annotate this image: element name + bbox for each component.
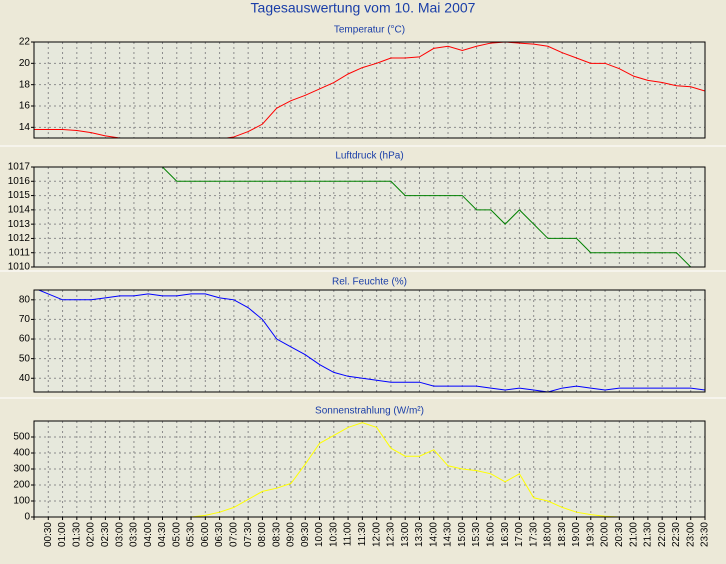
x-tick-label: 00:30 xyxy=(43,522,54,547)
x-tick-label: 16:30 xyxy=(500,522,511,547)
y-tick-label: 1011 xyxy=(8,247,30,258)
x-tick-label: 23:00 xyxy=(685,522,696,547)
x-tick-label: 13:30 xyxy=(414,522,425,547)
x-tick-label: 03:00 xyxy=(114,522,125,547)
x-tick-label: 21:00 xyxy=(628,522,639,547)
y-tick-label: 400 xyxy=(13,448,30,459)
x-tick-label: 09:30 xyxy=(300,522,311,547)
y-tick-label: 1012 xyxy=(8,233,31,244)
x-tick-label: 11:00 xyxy=(343,522,354,547)
x-tick-label: 22:30 xyxy=(671,522,682,547)
x-tick-label: 18:30 xyxy=(557,522,568,547)
x-tick-label: 15:00 xyxy=(457,522,468,547)
x-tick-label: 02:30 xyxy=(100,522,111,547)
series-group xyxy=(34,422,705,517)
x-tick-label: 17:30 xyxy=(528,522,539,547)
x-tick-label: 18:00 xyxy=(543,522,554,547)
y-tick-label: 60 xyxy=(19,334,31,345)
x-tick-label: 12:00 xyxy=(371,522,382,547)
x-tick-label: 10:30 xyxy=(328,522,339,547)
plot-border xyxy=(33,289,706,393)
x-tick-label: 06:00 xyxy=(200,522,211,547)
x-tick-label: 08:00 xyxy=(257,522,268,547)
y-tick-label: 1015 xyxy=(8,190,31,201)
y-tick-label: 22 xyxy=(19,37,31,48)
x-tick-label: 15:30 xyxy=(471,522,482,547)
y-tick-label: 1010 xyxy=(8,262,31,273)
x-tick-label: 20:00 xyxy=(600,522,611,547)
x-tick-label: 20:30 xyxy=(614,522,625,547)
y-tick-label: 40 xyxy=(19,373,31,384)
y-tick-label: 1016 xyxy=(8,176,31,187)
series-group xyxy=(34,42,705,138)
x-tick-label: 19:00 xyxy=(571,522,582,547)
x-tick-label: 04:30 xyxy=(157,522,168,547)
x-tick-label: 05:30 xyxy=(186,522,197,547)
data-line xyxy=(34,422,705,517)
y-tick-label: 16 xyxy=(19,101,31,112)
y-tick-label: 18 xyxy=(19,79,31,90)
plot-area xyxy=(33,41,706,139)
panel-title: Luftdruck (hPa) xyxy=(335,151,403,162)
series-group xyxy=(161,167,705,267)
x-tick-label: 05:00 xyxy=(171,522,182,547)
x-tick-label: 14:30 xyxy=(443,522,454,547)
plot-border xyxy=(33,420,706,518)
y-tick-label: 1014 xyxy=(8,204,31,215)
y-tick-label: 300 xyxy=(13,464,30,475)
x-tick-label: 06:30 xyxy=(214,522,225,547)
y-tick-label: 0 xyxy=(24,512,30,523)
panel-title: Temperatur (°C) xyxy=(334,25,405,36)
x-tick-label: 19:30 xyxy=(585,522,596,547)
x-tick-label: 22:00 xyxy=(657,522,668,547)
panel-title: Rel. Feuchte (%) xyxy=(332,277,407,288)
plot-area xyxy=(33,289,706,393)
y-tick-label: 500 xyxy=(13,432,30,443)
data-line xyxy=(34,42,705,138)
x-tick-label: 03:30 xyxy=(129,522,140,547)
x-tick-label: 01:00 xyxy=(57,522,68,547)
y-tick-label: 100 xyxy=(13,496,30,507)
y-tick-label: 80 xyxy=(19,294,31,305)
x-tick-label: 17:00 xyxy=(514,522,525,547)
y-tick-label: 20 xyxy=(19,58,31,69)
x-tick-label: 10:00 xyxy=(314,522,325,547)
plot-border xyxy=(33,166,706,268)
x-tick-label: 21:30 xyxy=(643,522,654,547)
y-tick-label: 14 xyxy=(19,122,31,133)
x-tick-label: 14:00 xyxy=(428,522,439,547)
x-tick-label: 04:00 xyxy=(143,522,154,547)
x-tick-label: 07:00 xyxy=(229,522,240,547)
x-tick-label: 07:30 xyxy=(243,522,254,547)
data-line xyxy=(37,290,705,392)
plot-border xyxy=(33,41,706,139)
x-tick-label: 02:00 xyxy=(86,522,97,547)
x-tick-label: 11:30 xyxy=(357,522,368,547)
data-line xyxy=(161,167,705,267)
x-tick-label: 12:30 xyxy=(386,522,397,547)
series-group xyxy=(37,290,705,392)
plot-area xyxy=(33,166,706,268)
y-tick-label: 1017 xyxy=(8,162,31,173)
x-tick-label: 23:30 xyxy=(700,522,711,547)
x-tick-label: 13:00 xyxy=(400,522,411,547)
main-title: Tagesauswertung vom 10. Mai 2007 xyxy=(251,0,476,16)
y-tick-label: 200 xyxy=(13,480,30,491)
x-tick-label: 09:00 xyxy=(286,522,297,547)
y-tick-label: 70 xyxy=(19,314,31,325)
panel-title: Sonnenstrahlung (W/m²) xyxy=(315,406,424,417)
y-tick-label: 1013 xyxy=(8,219,31,230)
y-tick-label: 50 xyxy=(19,353,31,364)
x-tick-label: 16:00 xyxy=(485,522,496,547)
x-tick-label: 08:30 xyxy=(271,522,282,547)
x-tick-label: 01:30 xyxy=(71,522,82,547)
